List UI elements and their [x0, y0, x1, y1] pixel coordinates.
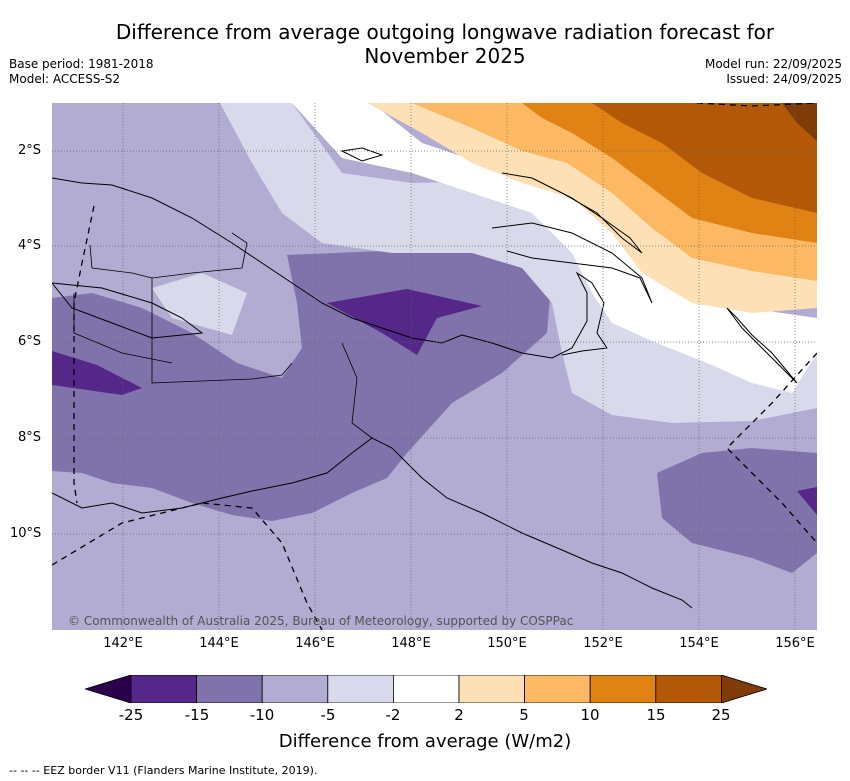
lon-label-142e: 142°E [103, 636, 143, 651]
eez-east [726, 352, 817, 544]
colorbar-tick-15: 15 [646, 706, 666, 724]
colorbar-swatch-minus15-minus10 [196, 674, 263, 704]
map-panel [52, 103, 817, 630]
copyright-notice: © Commonwealth of Australia 2025, Bureau… [68, 614, 574, 628]
eez-west [73, 205, 95, 504]
eez-south-west [52, 502, 323, 630]
map-svg [52, 103, 817, 630]
eez-borders [52, 103, 817, 630]
colorbar-tick-minus5: -5 [320, 706, 336, 724]
base-period: Base period: 1981-2018 [9, 57, 154, 71]
colorbar-svg [83, 674, 769, 704]
north-coast-new-guinea [52, 177, 608, 359]
lat-label-2s: 2°S [18, 143, 42, 158]
colorbar-tick-minus10: -10 [249, 706, 275, 724]
border-west-sepik [89, 232, 248, 279]
lon-label-146e: 146°E [295, 636, 335, 651]
colorbar-swatch-2-5 [458, 674, 525, 704]
lat-label-4s: 4°S [18, 238, 42, 253]
run-info: Model run: 22/09/2025 Issued: 24/09/2025 [705, 57, 842, 87]
colorbar-swatch-minus2-2 [392, 674, 460, 704]
eez-footnote: -- -- -- EEZ border V11 (Flanders Marine… [9, 764, 318, 777]
colorbar-swatch-minus25-minus15 [130, 674, 197, 704]
map-title: Difference from average outgoing longwav… [80, 20, 810, 68]
anomaly-band-minus2-2 [292, 103, 817, 393]
new-ireland-coast [501, 172, 643, 254]
lat-label-6s: 6°S [18, 334, 42, 349]
new-britain-coast [491, 222, 653, 304]
highlands-outline [52, 282, 204, 339]
colorbar-swatch-5-10 [524, 674, 591, 704]
anomaly-band-minus5-minus2-mainland [152, 273, 247, 335]
south-coast-new-guinea [52, 437, 693, 609]
title-line-1: Difference from average outgoing longwav… [115, 20, 775, 44]
province-borders [73, 232, 373, 439]
anomaly-band-minus15-minus10-east [657, 448, 817, 573]
lon-label-150e: 150°E [487, 636, 527, 651]
colorbar-tick-25: 25 [711, 706, 731, 724]
colorbar-swatch-15-25 [655, 674, 722, 704]
colorbar-tick-2: 2 [454, 706, 464, 724]
model-name: Model: ACCESS-S2 [9, 72, 121, 86]
model-info: Base period: 1981-2018 Model: ACCESS-S2 [9, 57, 154, 87]
lon-label-148e: 148°E [391, 636, 431, 651]
colorbar-tick-minus2: -2 [385, 706, 401, 724]
colorbar-tick-minus25: -25 [118, 706, 144, 724]
colorbar-tick-10: 10 [580, 706, 600, 724]
colorbar-swatch-minus10-minus5 [261, 674, 329, 704]
anomaly-band-minus25-minus15 [327, 289, 482, 355]
model-run: Model run: 22/09/2025 [704, 57, 842, 71]
border-morobe [341, 342, 373, 439]
colorbar-arrow-low [83, 674, 132, 704]
eez-north [696, 103, 817, 107]
lon-label-144e: 144°E [199, 636, 239, 651]
lon-label-156e: 156°E [775, 636, 815, 651]
anomaly-band-15-25 [592, 103, 817, 213]
anomaly-band-minus25-minus15-east [797, 487, 817, 515]
colorbar-swatch-minus5-minus2 [327, 674, 394, 704]
border-southern-highlands [73, 293, 173, 364]
colorbar-tick-minus15: -15 [184, 706, 210, 724]
graticule [52, 103, 817, 630]
lon-label-152e: 152°E [583, 636, 623, 651]
bougainville-coast [726, 307, 798, 384]
manus-island [340, 147, 384, 162]
colorbar-tick-5: 5 [519, 706, 529, 724]
lat-label-10s: 10°S [10, 526, 42, 541]
colorbar-swatch-10-15 [589, 674, 657, 704]
lat-label-8s: 8°S [18, 430, 42, 445]
lon-label-154e: 154°E [679, 636, 719, 651]
coastlines [52, 147, 798, 609]
colorbar-title: Difference from average (W/m2) [278, 731, 572, 752]
title-line-2: November 2025 [364, 44, 526, 68]
colorbar-arrow-high [721, 674, 769, 704]
anomaly-band-above-25 [782, 103, 817, 141]
colorbar [83, 674, 769, 704]
border-western-province [151, 278, 293, 384]
issued-date: Issued: 24/09/2025 [726, 72, 842, 86]
